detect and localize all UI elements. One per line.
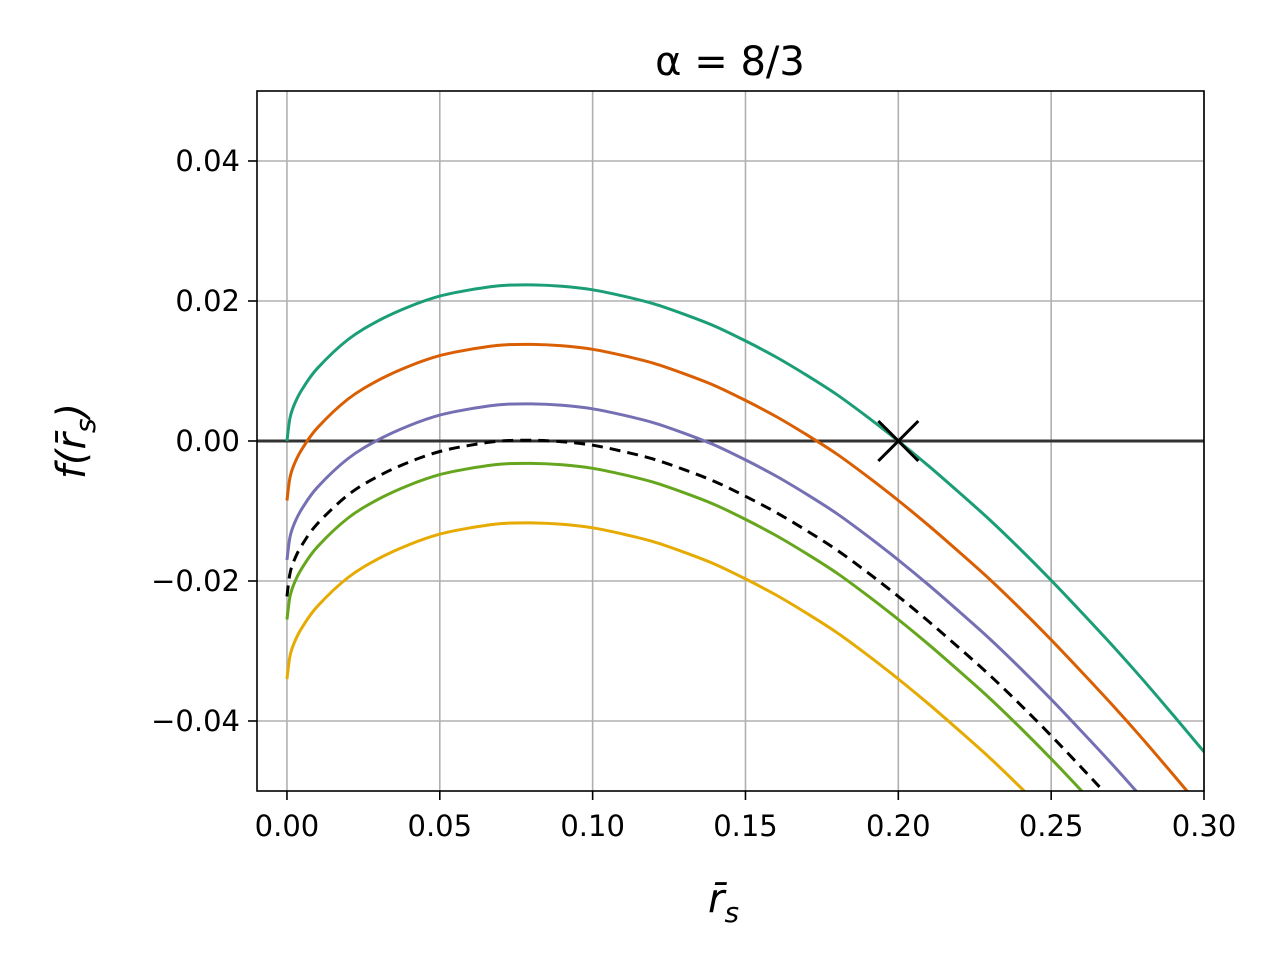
x-marker-stroke bbox=[877, 419, 920, 463]
x-tick-label: 0.30 bbox=[1172, 809, 1237, 843]
x-tick-label: 0.15 bbox=[713, 809, 778, 843]
series-curve-2 bbox=[285, 342, 1189, 791]
x-tick-label: 0.05 bbox=[408, 809, 473, 843]
ticks: 0.00 0.05 0.10 0.15 0.20 0.25 0.30 0.04 0.02 0.00… bbox=[151, 144, 1236, 843]
chart-title: α = 8/3 bbox=[655, 39, 805, 85]
x-tick-label: 0.20 bbox=[866, 809, 931, 843]
y-tick-label: 0.00 bbox=[175, 424, 240, 458]
series-curve-critical bbox=[285, 438, 1106, 791]
series-curve-4 bbox=[285, 461, 1084, 791]
y-tick-label: −0.02 bbox=[151, 564, 240, 598]
x-axis-label: r̄s bbox=[708, 876, 739, 929]
series-curve-1 bbox=[285, 283, 1204, 753]
series-curve-5 bbox=[285, 521, 1027, 791]
y-tick-label: −0.04 bbox=[151, 704, 240, 738]
series-lines bbox=[257, 283, 1204, 791]
x-marker bbox=[877, 419, 920, 463]
x-tick-label: 0.25 bbox=[1019, 809, 1084, 843]
y-axis-label: f(r̄s) bbox=[49, 403, 102, 479]
y-tick-label: 0.02 bbox=[175, 284, 240, 318]
x-tick-label: 0.10 bbox=[560, 809, 625, 843]
y-tick-label: 0.04 bbox=[175, 144, 240, 178]
x-tick-label: 0.00 bbox=[255, 809, 320, 843]
series-curve-3 bbox=[285, 402, 1139, 791]
